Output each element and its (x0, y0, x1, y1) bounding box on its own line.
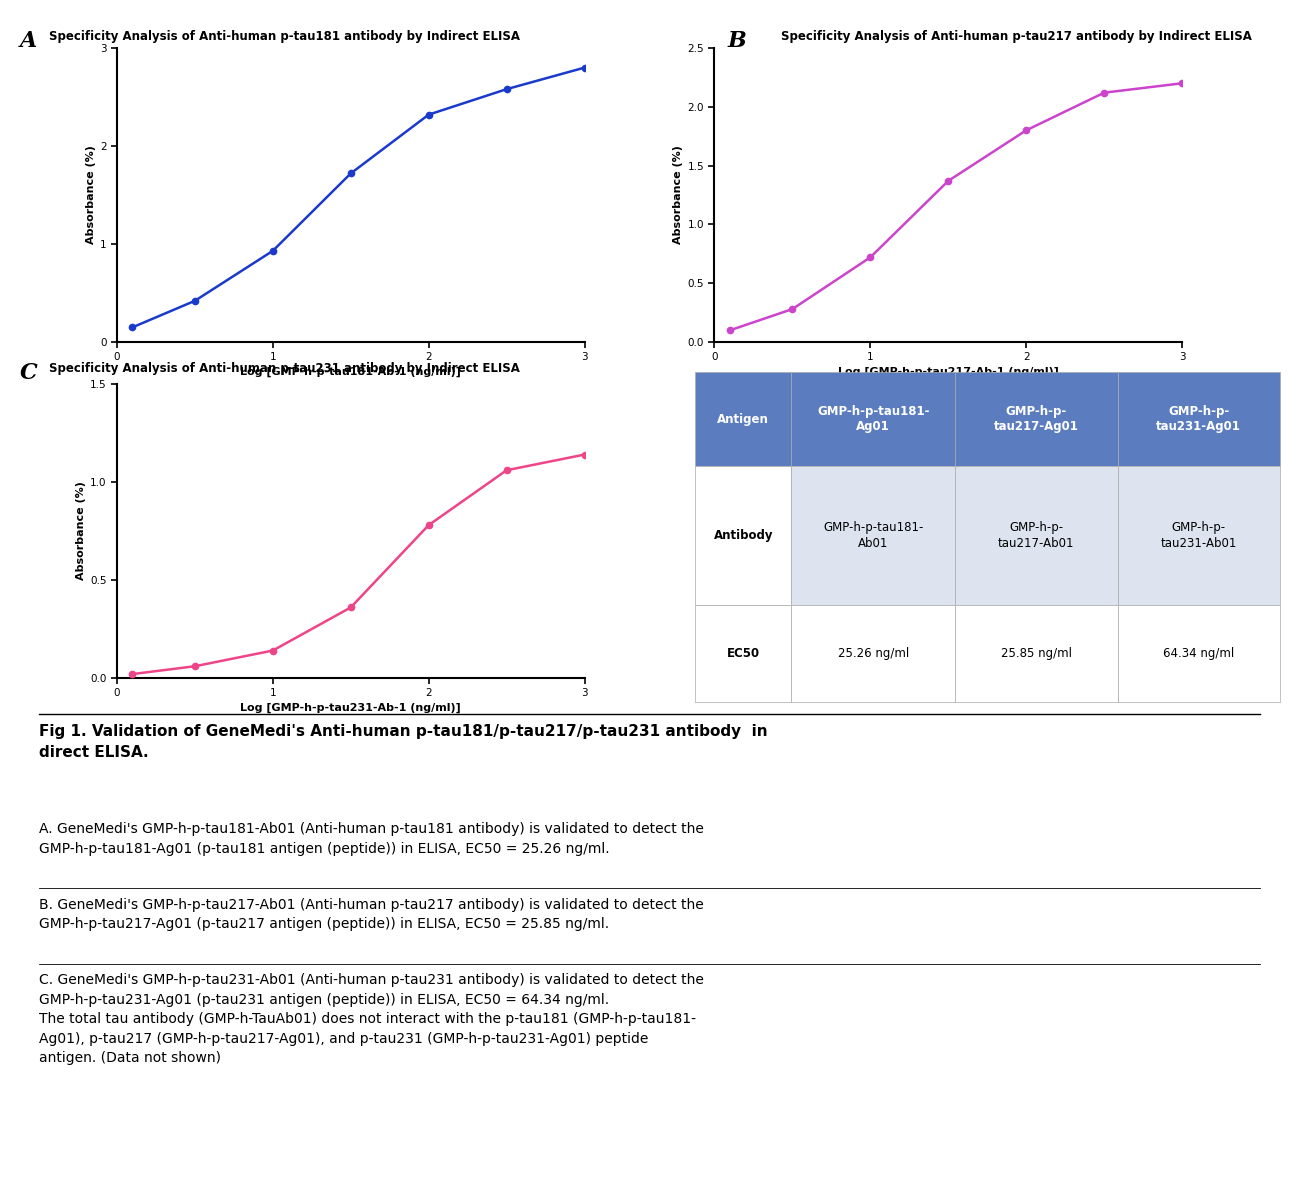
Text: B: B (727, 30, 746, 52)
Text: A: A (19, 30, 36, 52)
Text: GMP-h-p-
tau217-Ag01: GMP-h-p- tau217-Ag01 (994, 404, 1078, 433)
Text: GMP-h-p-tau181-
Ab01: GMP-h-p-tau181- Ab01 (824, 521, 924, 550)
Text: GMP-h-p-
tau217-Ab01: GMP-h-p- tau217-Ab01 (998, 521, 1074, 550)
Text: EC50: EC50 (726, 647, 760, 660)
Y-axis label: Absorbance (%): Absorbance (%) (673, 145, 683, 245)
X-axis label: Log [GMP-h-p-tau217-Ab-1 (ng/ml)]: Log [GMP-h-p-tau217-Ab-1 (ng/ml)] (838, 366, 1059, 377)
Text: GMP-h-p-
tau231-Ab01: GMP-h-p- tau231-Ab01 (1160, 521, 1237, 550)
Text: C: C (19, 362, 38, 384)
Y-axis label: Absorbance (%): Absorbance (%) (86, 145, 96, 245)
Text: Specificity Analysis of Anti-human p-tau217 antibody by Indirect ELISA: Specificity Analysis of Anti-human p-tau… (781, 30, 1251, 43)
Text: Specificity Analysis of Anti-human p-tau181 antibody by Indirect ELISA: Specificity Analysis of Anti-human p-tau… (49, 30, 521, 43)
Text: B. GeneMedi's GMP-h-p-tau217-Ab01 (Anti-human p-tau217 antibody) is validated to: B. GeneMedi's GMP-h-p-tau217-Ab01 (Anti-… (39, 898, 704, 931)
Text: Fig 1. Validation of GeneMedi's Anti-human p-tau181/p-tau217/p-tau231 antibody  : Fig 1. Validation of GeneMedi's Anti-hum… (39, 724, 768, 760)
Text: GMP-h-p-
tau231-Ag01: GMP-h-p- tau231-Ag01 (1156, 404, 1241, 433)
Y-axis label: Absorbance (%): Absorbance (%) (75, 481, 86, 581)
Text: GMP-h-p-tau181-
Ag01: GMP-h-p-tau181- Ag01 (817, 404, 930, 433)
Text: 64.34 ng/ml: 64.34 ng/ml (1163, 647, 1234, 660)
X-axis label: Log [GMP-h-p-tau231-Ab-1 (ng/ml)]: Log [GMP-h-p-tau231-Ab-1 (ng/ml)] (240, 702, 461, 713)
Text: Specificity Analysis of Anti-human p-tau231 antibody by Indirect ELISA: Specificity Analysis of Anti-human p-tau… (49, 362, 520, 376)
Text: 25.26 ng/ml: 25.26 ng/ml (838, 647, 909, 660)
Text: A. GeneMedi's GMP-h-p-tau181-Ab01 (Anti-human p-tau181 antibody) is validated to: A. GeneMedi's GMP-h-p-tau181-Ab01 (Anti-… (39, 822, 704, 856)
Text: 25.85 ng/ml: 25.85 ng/ml (1000, 647, 1072, 660)
Text: Antigen: Antigen (717, 413, 769, 426)
X-axis label: Log [GMP-h-p-tau181-Ab-1 (ng/ml)]: Log [GMP-h-p-tau181-Ab-1 (ng/ml)] (240, 366, 461, 377)
Text: C. GeneMedi's GMP-h-p-tau231-Ab01 (Anti-human p-tau231 antibody) is validated to: C. GeneMedi's GMP-h-p-tau231-Ab01 (Anti-… (39, 973, 704, 1066)
Text: Antibody: Antibody (713, 529, 773, 542)
